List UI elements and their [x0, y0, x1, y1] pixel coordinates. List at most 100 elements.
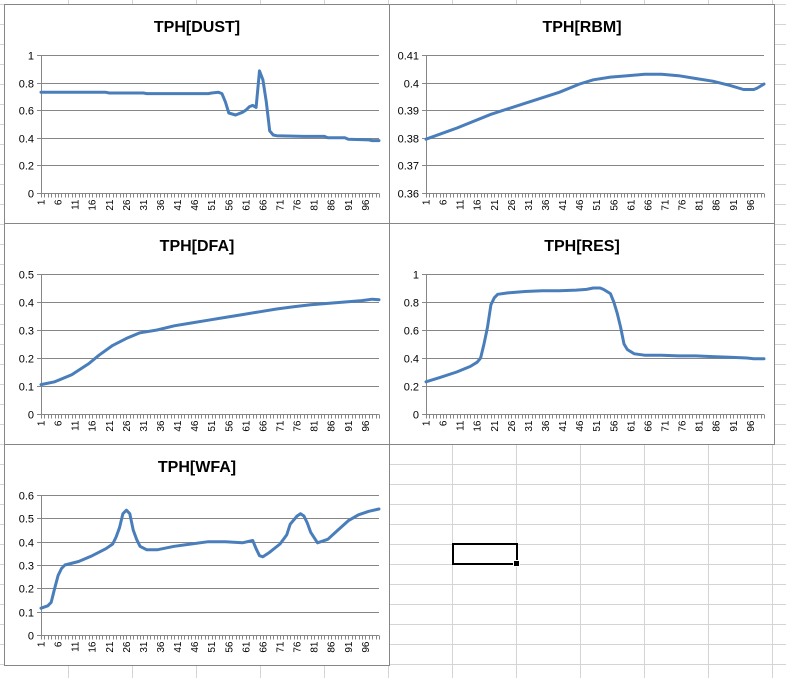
y-tick-label: 0.8 — [19, 79, 34, 91]
chart-res[interactable]: TPH[RES] 0 0.2 0.4 0.6 0.8 1 1 6 11 16 21 26 31 36 41 46… — [389, 223, 775, 445]
x-tick-label: 1 — [37, 420, 48, 426]
x-tick-label: 56 — [609, 420, 620, 432]
y-tick-label: 0.41 — [398, 51, 419, 63]
x-tick-label: 76 — [293, 420, 304, 432]
x-tick-label: 31 — [139, 641, 150, 653]
x-tick-label: 26 — [122, 641, 133, 653]
y-tick-label: 0 — [28, 189, 34, 201]
fill-handle[interactable] — [513, 560, 520, 567]
x-tick-label: 16 — [473, 199, 484, 211]
x-tick-label: 96 — [746, 420, 757, 432]
x-tick-label: 96 — [361, 199, 372, 211]
chart-wfa[interactable]: TPH[WFA] 0 0.1 0.2 0.3 0.4 0.5 0.6 1 6 11 16 21 26 31 3… — [4, 444, 390, 666]
chart-title: TPH[WFA] — [158, 459, 236, 476]
x-tick-label: 61 — [626, 420, 637, 432]
y-tick-label: 0.4 — [19, 298, 34, 310]
x-tick-label: 66 — [258, 199, 269, 211]
x-tick-label: 41 — [173, 199, 184, 211]
x-tick-label: 81 — [695, 420, 706, 432]
x-tick-label: 36 — [156, 420, 167, 432]
x-tick-label: 61 — [241, 199, 252, 211]
x-tick-label: 21 — [105, 420, 116, 432]
x-tick-label: 21 — [105, 641, 116, 653]
x-tick-label: 21 — [490, 420, 501, 432]
chart-title: TPH[DFA] — [160, 238, 235, 255]
x-tick-label: 16 — [88, 641, 99, 653]
x-tick-label: 56 — [609, 199, 620, 211]
y-tick-label: 0.6 — [19, 106, 34, 118]
y-tick-label: 0.3 — [19, 561, 34, 573]
x-tick-label: 31 — [524, 199, 535, 211]
x-tick-label: 46 — [190, 641, 201, 653]
x-tick-label: 86 — [327, 641, 338, 653]
x-tick-label: 1 — [422, 420, 433, 426]
x-tick-label: 91 — [729, 420, 740, 432]
y-tick-label: 0.1 — [19, 608, 34, 620]
x-tick-label: 56 — [224, 420, 235, 432]
x-tick-label: 91 — [729, 199, 740, 211]
y-tick-label: 0.3 — [19, 326, 34, 338]
x-tick-label: 76 — [678, 420, 689, 432]
y-tick-label: 0.2 — [404, 382, 419, 394]
x-tick-label: 71 — [660, 420, 671, 432]
x-tick-label: 51 — [207, 199, 218, 211]
x-tick-label: 66 — [643, 199, 654, 211]
y-tick-label: 0.36 — [398, 189, 419, 201]
x-tick-label: 6 — [54, 420, 65, 426]
x-tick-label: 41 — [558, 420, 569, 432]
y-tick-label: 0.6 — [404, 326, 419, 338]
y-tick-label: 0.5 — [19, 270, 34, 282]
chart-title: TPH[RES] — [544, 238, 620, 255]
x-tick-label: 11 — [456, 420, 467, 431]
y-tick-label: 0.38 — [398, 134, 419, 146]
x-tick-label: 61 — [241, 420, 252, 432]
x-tick-label: 91 — [344, 641, 355, 653]
x-tick-label: 31 — [139, 420, 150, 432]
x-tick-label: 6 — [439, 199, 450, 205]
x-tick-label: 46 — [190, 420, 201, 432]
x-tick-label: 56 — [224, 641, 235, 653]
chart-dfa[interactable]: TPH[DFA] 0 0.1 0.2 0.3 0.4 0.5 1 6 11 16 21 26 31 36 41… — [4, 223, 390, 445]
x-tick-label: 81 — [310, 199, 321, 211]
x-tick-label: 71 — [660, 199, 671, 211]
x-tick-label: 76 — [678, 199, 689, 211]
x-tick-label: 1 — [422, 199, 433, 205]
x-tick-label: 86 — [712, 199, 723, 211]
y-tick-label: 0.37 — [398, 161, 419, 173]
x-tick-label: 11 — [71, 199, 82, 210]
x-tick-label: 96 — [746, 199, 757, 211]
x-tick-label: 16 — [88, 420, 99, 432]
x-tick-label: 6 — [439, 420, 450, 426]
chart-dust[interactable]: TPH[DUST] 0 0.2 0.4 0.6 0.8 1 1 6 11 16 21 26 31 36 41 4… — [4, 4, 390, 224]
x-tick-label: 76 — [293, 199, 304, 211]
x-tick-label: 36 — [541, 420, 552, 432]
x-tick-label: 41 — [173, 641, 184, 653]
x-tick-label: 16 — [473, 420, 484, 432]
x-tick-label: 81 — [310, 641, 321, 653]
x-tick-label: 61 — [241, 641, 252, 653]
y-tick-label: 0.4 — [19, 134, 34, 146]
x-tick-label: 26 — [122, 199, 133, 211]
x-tick-label: 6 — [54, 641, 65, 647]
y-tick-label: 0 — [28, 410, 34, 422]
series-line — [39, 297, 381, 387]
x-tick-label: 51 — [592, 199, 603, 211]
series-line — [424, 72, 766, 141]
y-tick-label: 1 — [28, 51, 34, 63]
x-tick-label: 46 — [190, 199, 201, 211]
x-tick-label: 21 — [105, 199, 116, 211]
chart-rbm[interactable]: TPH[RBM] 0.36 0.37 0.38 0.39 0.4 0.41 1 6 11 16 21 2… — [389, 4, 775, 224]
x-tick-label: 26 — [507, 420, 518, 432]
x-tick-label: 51 — [207, 420, 218, 432]
selected-cell[interactable] — [452, 543, 518, 565]
x-tick-label: 21 — [490, 199, 501, 211]
x-tick-label: 6 — [54, 199, 65, 205]
x-tick-label: 11 — [71, 641, 82, 652]
y-tick-label: 0.6 — [19, 491, 34, 503]
x-tick-label: 36 — [156, 199, 167, 211]
x-tick-label: 41 — [558, 199, 569, 211]
x-tick-label: 81 — [695, 199, 706, 211]
x-tick-label: 16 — [88, 199, 99, 211]
y-tick-label: 0.4 — [404, 79, 419, 91]
x-tick-label: 46 — [575, 199, 586, 211]
